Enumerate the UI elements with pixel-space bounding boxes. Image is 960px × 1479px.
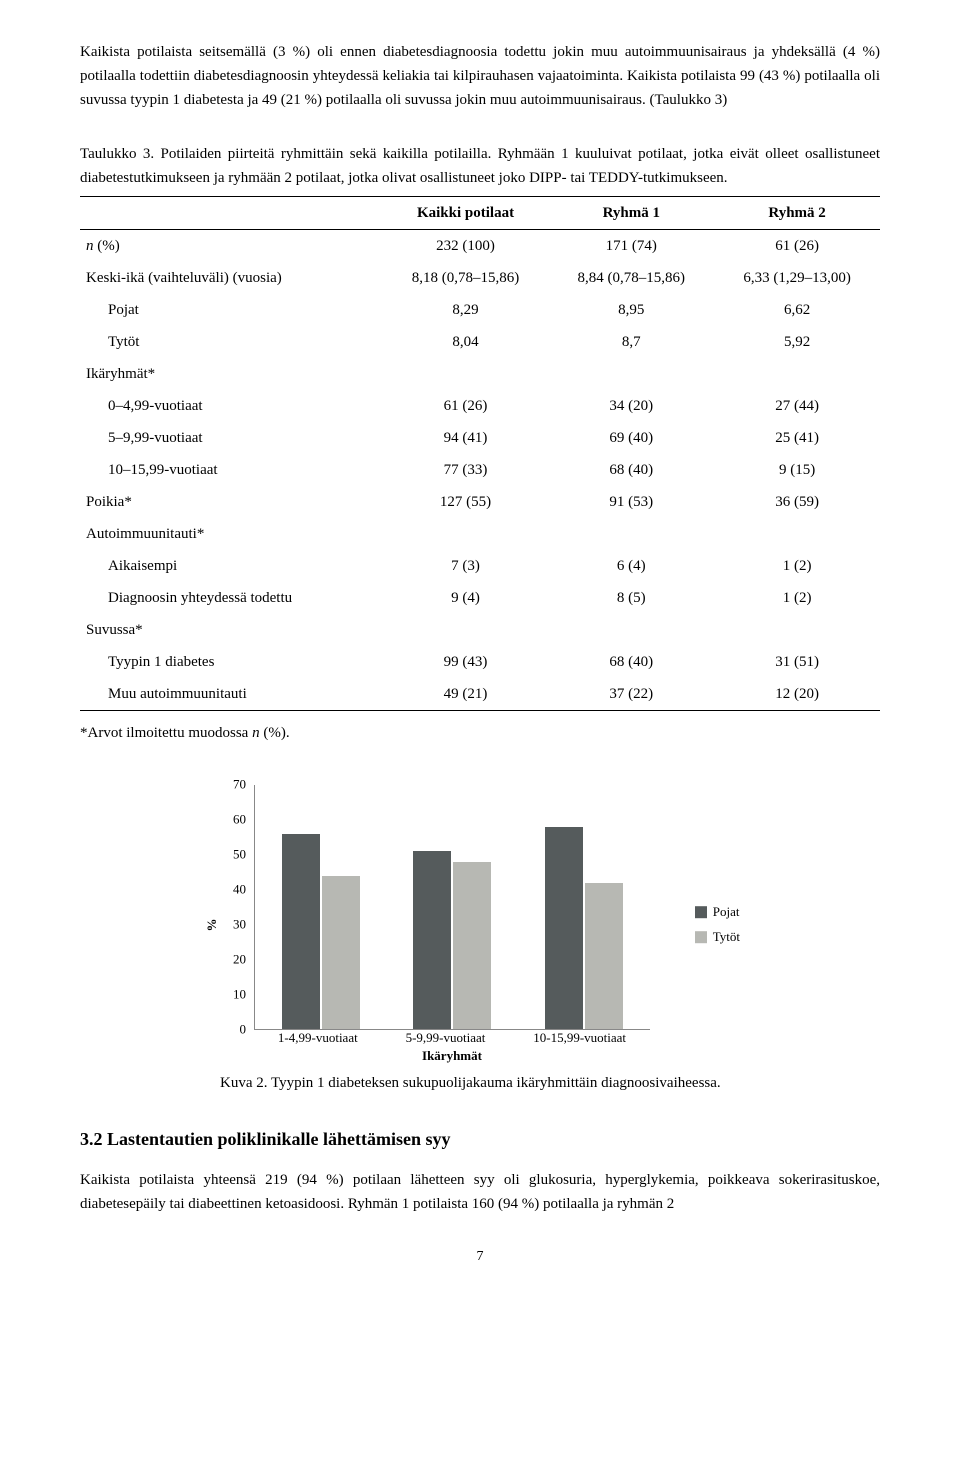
legend-swatch-dark	[695, 907, 707, 919]
y-tick: 70	[233, 775, 246, 796]
table-cell: 1 (2)	[714, 550, 880, 582]
table-cell: 8,84 (0,78–15,86)	[548, 262, 714, 294]
table-row-label: Pojat	[80, 294, 383, 326]
bar-group	[413, 785, 491, 1029]
table-row-label: 0–4,99-vuotiaat	[80, 390, 383, 422]
table-cell	[383, 518, 549, 550]
table-cell: 8 (5)	[548, 582, 714, 614]
table-3-footnote: *Arvot ilmoitettu muodossa n (%).	[80, 721, 880, 745]
table-row-label: 10–15,99-vuotiaat	[80, 454, 383, 486]
table-cell: 25 (41)	[714, 422, 880, 454]
table-cell: 6,62	[714, 294, 880, 326]
th-blank	[80, 197, 383, 230]
table-cell: 5,92	[714, 326, 880, 358]
table-cell: 77 (33)	[383, 454, 549, 486]
x-axis-title: Ikäryhmät	[254, 1046, 650, 1067]
table-row-label: Autoimmuunitauti*	[80, 518, 383, 550]
table-cell: 8,7	[548, 326, 714, 358]
table-row-label: Poikia*	[80, 486, 383, 518]
th-col1: Kaikki potilaat	[383, 197, 549, 230]
bar-group	[545, 785, 623, 1029]
page-number: 7	[80, 1246, 880, 1268]
y-tick: 20	[233, 950, 246, 971]
table-cell: 7 (3)	[383, 550, 549, 582]
table-cell	[714, 518, 880, 550]
th-col2: Ryhmä 1	[548, 197, 714, 230]
table-row-label: Aikaisempi	[80, 550, 383, 582]
table-cell: 232 (100)	[383, 230, 549, 263]
table-cell: 27 (44)	[714, 390, 880, 422]
table-cell: 8,04	[383, 326, 549, 358]
table-cell: 68 (40)	[548, 646, 714, 678]
bar-group	[282, 785, 360, 1029]
bar	[585, 883, 623, 1029]
table-cell: 61 (26)	[383, 390, 549, 422]
table-row-label: Tytöt	[80, 326, 383, 358]
table-cell: 36 (59)	[714, 486, 880, 518]
table-cell	[714, 358, 880, 390]
table-cell: 12 (20)	[714, 678, 880, 711]
table-cell: 9 (4)	[383, 582, 549, 614]
y-tick: 0	[240, 1020, 247, 1041]
section-3-2-heading: 3.2 Lastentautien poliklinikalle lähettä…	[80, 1125, 880, 1154]
th-col3: Ryhmä 2	[714, 197, 880, 230]
table-cell	[383, 358, 549, 390]
section-3-2-paragraph: Kaikista potilaista yhteensä 219 (94 %) …	[80, 1168, 880, 1216]
legend-label-tytot: Tytöt	[713, 927, 740, 948]
bar	[282, 834, 320, 1029]
y-tick: 60	[233, 810, 246, 831]
bar	[322, 876, 360, 1029]
table-3: Kaikki potilaat Ryhmä 1 Ryhmä 2 n (%)232…	[80, 196, 880, 711]
table-cell	[714, 614, 880, 646]
table-cell	[383, 614, 549, 646]
figure-2-caption: Kuva 2. Tyypin 1 diabeteksen sukupuolija…	[220, 1071, 740, 1095]
table-row-label: Muu autoimmuunitauti	[80, 678, 383, 711]
table-cell: 68 (40)	[548, 454, 714, 486]
table-cell: 6 (4)	[548, 550, 714, 582]
chart-legend: Pojat Tytöt	[695, 898, 740, 952]
table-cell: 171 (74)	[548, 230, 714, 263]
figure-2-chart: % 010203040506070 1-4,99-vuotiaat5-9,99-…	[220, 785, 740, 1065]
table-cell: 37 (22)	[548, 678, 714, 711]
table-cell	[548, 358, 714, 390]
table-row-label: Ikäryhmät*	[80, 358, 383, 390]
table-cell	[548, 614, 714, 646]
table-cell: 49 (21)	[383, 678, 549, 711]
table-cell: 31 (51)	[714, 646, 880, 678]
table-cell: 8,18 (0,78–15,86)	[383, 262, 549, 294]
table-row-label: Suvussa*	[80, 614, 383, 646]
y-tick: 50	[233, 845, 246, 866]
table-3-caption: Taulukko 3. Potilaiden piirteitä ryhmitt…	[80, 142, 880, 190]
table-row-label: Tyypin 1 diabetes	[80, 646, 383, 678]
table-cell	[548, 518, 714, 550]
table-cell: 6,33 (1,29–13,00)	[714, 262, 880, 294]
legend-label-pojat: Pojat	[713, 902, 740, 923]
table-cell: 69 (40)	[548, 422, 714, 454]
table-cell: 1 (2)	[714, 582, 880, 614]
legend-swatch-light	[695, 931, 707, 943]
table-row-label: Diagnoosin yhteydessä todettu	[80, 582, 383, 614]
table-row-label: Keski-ikä (vaihteluväli) (vuosia)	[80, 262, 383, 294]
legend-item-tytot: Tytöt	[695, 927, 740, 948]
table-cell: 127 (55)	[383, 486, 549, 518]
bar	[545, 827, 583, 1029]
bar	[453, 862, 491, 1029]
table-row-label: n (%)	[80, 230, 383, 263]
table-cell: 8,95	[548, 294, 714, 326]
legend-item-pojat: Pojat	[695, 902, 740, 923]
table-cell: 91 (53)	[548, 486, 714, 518]
table-cell: 34 (20)	[548, 390, 714, 422]
table-row-label: 5–9,99-vuotiaat	[80, 422, 383, 454]
bar	[413, 851, 451, 1029]
table-cell: 8,29	[383, 294, 549, 326]
y-tick: 40	[233, 880, 246, 901]
table-cell: 61 (26)	[714, 230, 880, 263]
table-cell: 9 (15)	[714, 454, 880, 486]
table-cell: 94 (41)	[383, 422, 549, 454]
table-cell: 99 (43)	[383, 646, 549, 678]
y-tick: 10	[233, 985, 246, 1006]
intro-paragraph: Kaikista potilaista seitsemällä (3 %) ol…	[80, 40, 880, 112]
y-tick: 30	[233, 915, 246, 936]
